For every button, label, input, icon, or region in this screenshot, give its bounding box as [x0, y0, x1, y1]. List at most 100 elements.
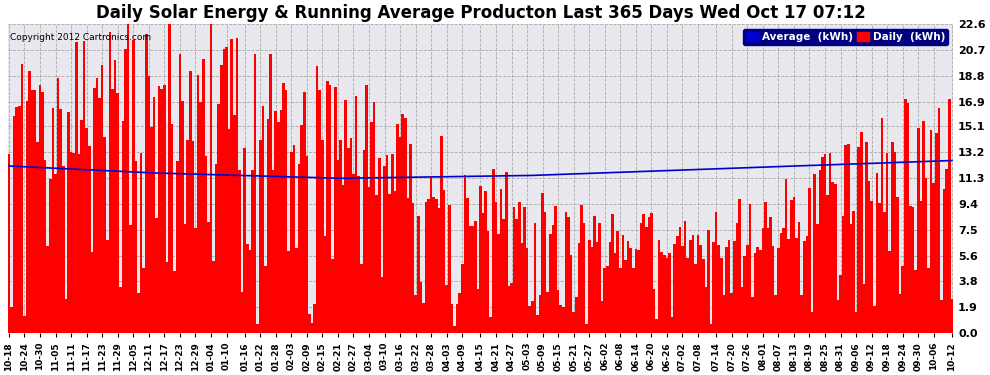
Bar — [458, 293, 461, 333]
Bar — [537, 315, 539, 333]
Title: Daily Solar Energy & Running Average Producton Last 365 Days Wed Oct 17 07:12: Daily Solar Energy & Running Average Pro… — [96, 4, 865, 22]
Bar — [546, 292, 549, 333]
Bar — [933, 183, 936, 333]
Bar — [492, 169, 495, 333]
Bar — [785, 178, 787, 333]
Bar — [347, 148, 349, 333]
Bar — [145, 34, 148, 333]
Bar — [122, 121, 124, 333]
Bar — [101, 64, 104, 333]
Bar — [16, 107, 18, 333]
Bar — [93, 88, 96, 333]
Bar — [614, 253, 617, 333]
Bar — [329, 85, 332, 333]
Bar — [430, 176, 433, 333]
Bar — [694, 264, 697, 333]
Bar — [484, 192, 487, 333]
Bar — [780, 233, 782, 333]
Bar — [256, 324, 259, 333]
Bar — [117, 93, 119, 333]
Bar — [878, 203, 881, 333]
Bar — [67, 112, 69, 333]
Bar — [617, 231, 619, 333]
Bar — [324, 236, 327, 333]
Bar — [702, 259, 705, 333]
Bar — [564, 211, 567, 333]
Bar — [619, 268, 622, 333]
Bar — [577, 243, 580, 333]
Bar — [743, 256, 746, 333]
Bar — [806, 236, 808, 333]
Bar — [795, 238, 798, 333]
Bar — [748, 204, 751, 333]
Bar — [920, 201, 922, 333]
Bar — [186, 140, 189, 333]
Bar — [787, 240, 790, 333]
Bar — [766, 228, 769, 333]
Bar — [840, 276, 842, 333]
Bar — [888, 251, 891, 333]
Bar — [130, 225, 132, 333]
Bar — [627, 241, 630, 333]
Bar — [407, 198, 409, 333]
Bar — [902, 266, 904, 333]
Bar — [915, 270, 917, 333]
Bar — [461, 264, 463, 333]
Bar — [352, 174, 354, 333]
Bar — [401, 114, 404, 333]
Bar — [367, 187, 370, 333]
Bar — [340, 140, 342, 333]
Bar — [10, 307, 13, 333]
Bar — [909, 206, 912, 333]
Bar — [834, 184, 837, 333]
Bar — [756, 248, 759, 333]
Bar — [334, 87, 337, 333]
Bar — [90, 252, 93, 333]
Bar — [896, 197, 899, 333]
Bar — [870, 201, 873, 333]
Bar — [54, 174, 56, 333]
Bar — [681, 246, 684, 333]
Bar — [446, 285, 448, 333]
Bar — [194, 228, 197, 333]
Bar — [199, 102, 202, 333]
Bar — [772, 246, 774, 333]
Bar — [342, 185, 345, 333]
Bar — [482, 213, 484, 333]
Bar — [585, 324, 588, 333]
Bar — [942, 189, 945, 333]
Bar — [210, 24, 212, 333]
Bar — [824, 154, 827, 333]
Bar — [917, 128, 920, 333]
Bar — [244, 148, 246, 333]
Bar — [886, 153, 888, 333]
Bar — [422, 303, 425, 333]
Bar — [453, 326, 455, 333]
Bar — [516, 219, 518, 333]
Bar — [42, 92, 44, 333]
Bar — [311, 323, 313, 333]
Bar — [549, 234, 551, 333]
Bar — [248, 250, 251, 333]
Bar — [223, 49, 226, 333]
Bar — [34, 90, 36, 333]
Bar — [62, 166, 64, 333]
Bar — [468, 226, 471, 333]
Bar — [148, 76, 150, 333]
Bar — [718, 245, 720, 333]
Bar — [948, 99, 950, 333]
Bar — [590, 247, 593, 333]
Bar — [132, 40, 135, 333]
Bar — [854, 312, 857, 333]
Bar — [259, 140, 261, 333]
Bar — [404, 118, 407, 333]
Bar — [428, 199, 430, 333]
Bar — [609, 242, 611, 333]
Bar — [391, 153, 394, 333]
Bar — [635, 249, 638, 333]
Bar — [96, 78, 98, 333]
Bar — [710, 324, 712, 333]
Bar — [731, 293, 733, 333]
Bar — [360, 264, 362, 333]
Bar — [83, 41, 85, 333]
